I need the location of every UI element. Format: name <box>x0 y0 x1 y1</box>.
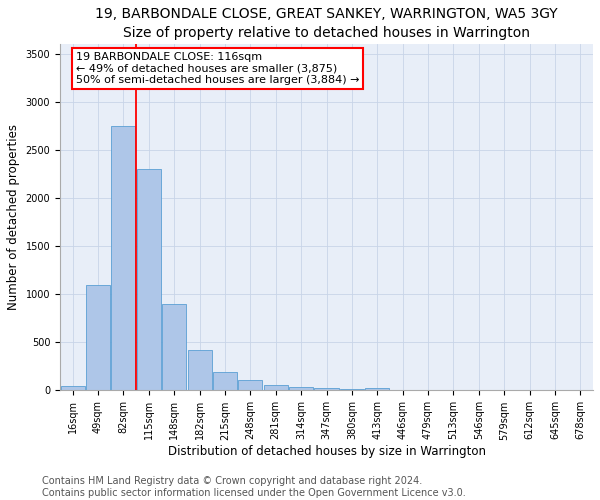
Bar <box>188 350 212 391</box>
Text: Contains HM Land Registry data © Crown copyright and database right 2024.
Contai: Contains HM Land Registry data © Crown c… <box>42 476 466 498</box>
Text: 19 BARBONDALE CLOSE: 116sqm
← 49% of detached houses are smaller (3,875)
50% of : 19 BARBONDALE CLOSE: 116sqm ← 49% of det… <box>76 52 359 86</box>
Bar <box>213 372 237 390</box>
Bar <box>86 284 110 391</box>
Bar <box>263 384 288 390</box>
Bar <box>162 304 186 390</box>
Title: 19, BARBONDALE CLOSE, GREAT SANKEY, WARRINGTON, WA5 3GY
Size of property relativ: 19, BARBONDALE CLOSE, GREAT SANKEY, WARR… <box>95 7 558 40</box>
X-axis label: Distribution of detached houses by size in Warrington: Distribution of detached houses by size … <box>167 445 485 458</box>
Bar <box>340 389 364 390</box>
Bar <box>365 388 389 390</box>
Bar <box>112 126 136 390</box>
Bar <box>289 387 313 390</box>
Bar <box>137 170 161 390</box>
Bar <box>61 386 85 390</box>
Y-axis label: Number of detached properties: Number of detached properties <box>7 124 20 310</box>
Bar <box>314 388 338 390</box>
Bar <box>238 380 262 390</box>
